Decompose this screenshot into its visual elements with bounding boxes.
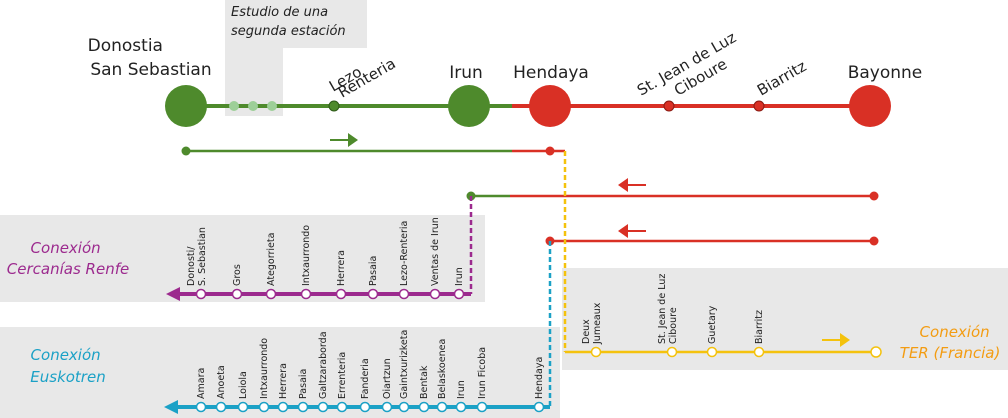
euskotren-station-label: Loiola: [238, 371, 249, 399]
euskotren-station-label: Intxaurrondo: [259, 338, 270, 399]
euskotren-station-label: Pasaia: [298, 369, 309, 399]
ter-station-dot: [753, 346, 765, 358]
station-bayonne: [849, 85, 891, 127]
renfe-station-dot: [453, 288, 465, 300]
label-irun: Irun: [449, 63, 483, 83]
label-donostia: Donostia San Sebastian: [88, 36, 212, 80]
euskotren-station-dot: [359, 401, 371, 413]
euskotren-station-dot: [297, 401, 309, 413]
arrow-right-icon: [822, 333, 850, 347]
study-label: Estudio de una segunda estación: [231, 5, 346, 39]
euskotren-station-dot: [418, 401, 430, 413]
ter-station-label: DeuxJumeaux: [581, 302, 603, 345]
study-station-dot: [267, 101, 277, 111]
euskotren-station-dot: [215, 401, 227, 413]
euskotren-station-dot: [237, 401, 249, 413]
renfe-station-dot: [367, 288, 379, 300]
euskotren-station-dot: [398, 401, 410, 413]
ter-station-dot: [590, 346, 602, 358]
euskotren-title: Conexión Euskotren: [30, 346, 105, 386]
arrow-left-icon: [164, 400, 178, 414]
renfe-station-label: Ventas de Irun: [430, 217, 441, 286]
euskotren-station-label: Hendaya: [534, 357, 545, 399]
ter-station-dot: [666, 346, 678, 358]
service1-start: [181, 146, 191, 156]
euskotren-station-dot: [258, 401, 270, 413]
euskotren-station-label: Irun Ficoba: [477, 347, 488, 399]
study-label-panel: [225, 0, 367, 48]
renfe-station-dot: [195, 288, 207, 300]
label-bayonne: Bayonne: [848, 63, 923, 83]
station-hendaya: [529, 85, 571, 127]
ter-station-label: St. Jean de LuzCiboure: [657, 274, 679, 344]
euskotren-station-dot: [476, 401, 488, 413]
label-biarritz: Biarritz: [754, 57, 810, 99]
station-donostia: [165, 85, 207, 127]
euskotren-station-label: Gaintxurizketa: [399, 330, 410, 399]
euskotren-station-dot: [195, 401, 207, 413]
euskotren-station-label: Anoeta: [216, 365, 227, 399]
renfe-station-label: Donosti/S. Sebastian: [186, 227, 208, 286]
euskotren-station-dot: [533, 401, 545, 413]
arrow-left-icon: [618, 178, 646, 192]
renfe-panel: [0, 215, 485, 302]
ter-station-label: Biarritz: [754, 310, 765, 344]
station-lezo: [328, 100, 340, 112]
renfe-station-label: Irun: [454, 267, 465, 286]
station-irun: [448, 85, 490, 127]
euskotren-station-label: Amara: [196, 368, 207, 399]
euskotren-station-dot: [336, 401, 348, 413]
renfe-station-dot: [265, 288, 277, 300]
euskotren-station-dot: [455, 401, 467, 413]
euskotren-station-label: Irun: [456, 380, 467, 399]
ter-station-dot: [706, 346, 718, 358]
renfe-station-dot: [429, 288, 441, 300]
service2-bayonne: [869, 191, 879, 201]
ter-end-dot: [870, 346, 882, 358]
station-biarritz: [753, 100, 765, 112]
renfe-station-label: Gros: [232, 264, 243, 286]
study-station-dot: [248, 101, 258, 111]
euskotren-station-label: Bentak: [419, 365, 430, 399]
renfe-station-dot: [231, 288, 243, 300]
euskotren-station-dot: [277, 401, 289, 413]
study-station-dot: [229, 101, 239, 111]
renfe-station-label: Herrera: [336, 250, 347, 286]
euskotren-station-dot: [381, 401, 393, 413]
ter-station-label: Guetary: [707, 305, 718, 344]
renfe-station-label: Pasaia: [368, 256, 379, 286]
euskotren-station-label: Fanderia: [360, 358, 371, 399]
euskotren-station-label: Galtzaraborda: [318, 331, 329, 399]
arrow-left-icon: [166, 287, 180, 301]
euskotren-station-dot: [317, 401, 329, 413]
station-stjean: [663, 100, 675, 112]
renfe-station-label: Lezo-Renteria: [399, 221, 410, 286]
renfe-station-dot: [335, 288, 347, 300]
service1-hendaya: [545, 146, 555, 156]
euskotren-station-label: Oiartzun: [382, 358, 393, 399]
renfe-station-dot: [300, 288, 312, 300]
euskotren-station-label: Errenteria: [337, 352, 348, 399]
arrow-right-icon: [330, 133, 358, 147]
arrow-left-icon: [618, 224, 646, 238]
euskotren-station-dot: [436, 401, 448, 413]
service3-bayonne: [869, 236, 879, 246]
renfe-station-label: Intxaurrondo: [301, 225, 312, 286]
euskotren-station-label: Herrera: [278, 363, 289, 399]
label-hendaya: Hendaya: [513, 63, 589, 83]
renfe-station-dot: [398, 288, 410, 300]
ter-title: Conexión TER (Francia): [900, 323, 1001, 362]
renfe-station-label: Ategorrieta: [266, 233, 277, 286]
renfe-title: Conexión Cercanías Renfe: [7, 239, 129, 278]
euskotren-station-label: Belaskoenea: [437, 339, 448, 399]
